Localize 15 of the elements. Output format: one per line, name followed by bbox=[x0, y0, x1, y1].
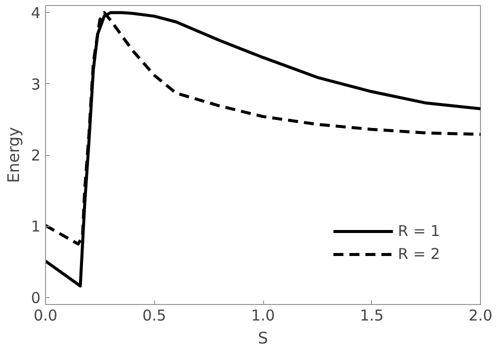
x-tick-label: 0.5 bbox=[142, 306, 166, 324]
line-series bbox=[46, 11, 480, 288]
x-tick-label: 1.0 bbox=[251, 306, 275, 324]
y-tick-label: 1 bbox=[30, 218, 41, 236]
x-tick-label: 2.0 bbox=[468, 306, 492, 324]
x-axis-title: S bbox=[258, 328, 268, 348]
y-tick-label: 4 bbox=[30, 4, 41, 22]
y-axis-title: Energy bbox=[4, 126, 23, 184]
x-tick-label: 0.0 bbox=[34, 306, 58, 324]
y-tick-label: 3 bbox=[30, 75, 41, 94]
legend-label: R = 2 bbox=[398, 245, 440, 263]
legend-label: R = 1 bbox=[398, 222, 440, 240]
y-tick-label: 2 bbox=[30, 146, 41, 164]
y-tick-label: 0 bbox=[30, 288, 41, 307]
x-tick-label: 1.5 bbox=[360, 306, 384, 324]
